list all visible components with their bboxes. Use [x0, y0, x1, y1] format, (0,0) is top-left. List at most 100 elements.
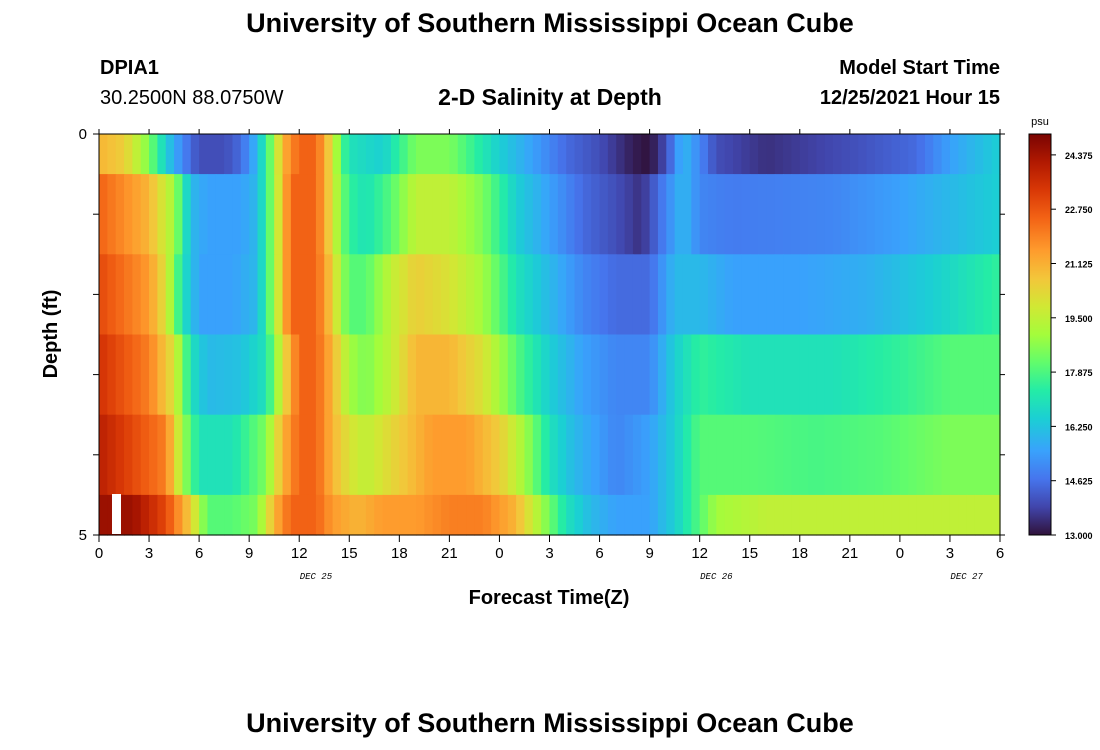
- heatmap-cell: [199, 174, 209, 255]
- x-tick-label: 21: [441, 545, 458, 562]
- heatmap-cell: [924, 334, 934, 416]
- heatmap-cell: [165, 254, 175, 336]
- heatmap-cell: [265, 254, 275, 336]
- heatmap-cell: [591, 494, 601, 536]
- heatmap-cell: [199, 134, 209, 175]
- heatmap-cell: [949, 254, 959, 336]
- heatmap-cell: [874, 414, 884, 496]
- heatmap-cell: [974, 134, 984, 175]
- heatmap-cell: [240, 134, 250, 175]
- heatmap-cell: [799, 134, 809, 175]
- heatmap-cell: [407, 254, 417, 336]
- heatmap-cell: [983, 174, 993, 255]
- heatmap-cell: [682, 414, 692, 496]
- heatmap-cell: [199, 334, 209, 416]
- heatmap-cell: [215, 334, 225, 416]
- heatmap-cell: [783, 334, 793, 416]
- heatmap-cell: [599, 494, 609, 536]
- y-tick-label: 5: [79, 527, 87, 544]
- heatmap-cell: [299, 414, 309, 496]
- heatmap-cell: [265, 174, 275, 255]
- heatmap-cell: [674, 494, 684, 536]
- heatmap-cell: [474, 174, 484, 255]
- heatmap-cell: [165, 134, 175, 175]
- heatmap-cell: [466, 174, 476, 255]
- heatmap-cell: [349, 414, 359, 496]
- heatmap-cell: [649, 414, 659, 496]
- heatmap-cell: [299, 134, 309, 175]
- heatmap-cell: [607, 334, 617, 416]
- heatmap-cell: [441, 254, 450, 336]
- heatmap-cell: [591, 414, 601, 496]
- heatmap-cell: [182, 334, 192, 416]
- heatmap-cell: [557, 414, 567, 496]
- heatmap-cell: [899, 134, 909, 175]
- heatmap-cell: [240, 494, 250, 536]
- heatmap-cell: [274, 254, 284, 336]
- heatmap-cell: [632, 134, 642, 175]
- x-tick-label: 12: [691, 545, 708, 562]
- heatmap-cell: [232, 134, 242, 175]
- heatmap-cell: [616, 334, 626, 416]
- heatmap-cell: [207, 494, 217, 536]
- heatmap-cell: [265, 494, 275, 536]
- x-tick-label: 3: [145, 545, 153, 562]
- heatmap-cell: [924, 134, 934, 175]
- heatmap-cell: [357, 414, 367, 496]
- heatmap-cell: [324, 334, 334, 416]
- heatmap-cell: [783, 174, 793, 255]
- heatmap-cell: [182, 134, 192, 175]
- heatmap-cell: [399, 254, 409, 336]
- heatmap-cell: [974, 494, 984, 536]
- heatmap-cell: [908, 254, 918, 336]
- heatmap-cell: [332, 254, 342, 336]
- colorbar-label: 14.625: [1065, 477, 1093, 487]
- heatmap-cell: [374, 254, 384, 336]
- heatmap-cell: [607, 494, 617, 536]
- heatmap-cell: [424, 494, 434, 536]
- heatmap-cell: [207, 134, 217, 175]
- heatmap-cell: [566, 174, 576, 255]
- heatmap-cell: [749, 134, 759, 175]
- heatmap-cell: [966, 334, 976, 416]
- heatmap-cell: [733, 334, 742, 416]
- heatmap-cell: [566, 494, 576, 536]
- colorbar-unit: psu: [1031, 116, 1049, 128]
- heatmap-cell: [499, 414, 509, 496]
- heatmap-cell: [149, 414, 158, 496]
- heatmap-cell: [799, 414, 809, 496]
- heatmap-cell: [574, 494, 584, 536]
- heatmap-cell: [791, 254, 801, 336]
- heatmap-cell: [808, 134, 818, 175]
- heatmap-cell: [424, 134, 434, 175]
- heatmap-cell: [466, 494, 476, 536]
- heatmap-cell: [224, 254, 234, 336]
- heatmap-cell: [716, 254, 726, 336]
- heatmap-cell: [991, 134, 1001, 175]
- heatmap-cell: [432, 174, 442, 255]
- heatmap-cell: [382, 174, 392, 255]
- heatmap-cell: [524, 494, 534, 536]
- heatmap-cell: [908, 494, 918, 536]
- heatmap-cell: [240, 414, 250, 496]
- heatmap-cell: [691, 334, 701, 416]
- heatmap-cell: [157, 254, 167, 336]
- heatmap-cell: [557, 174, 567, 255]
- heatmap-cell: [766, 334, 776, 416]
- heatmap-cell: [124, 334, 133, 416]
- heatmap-cell: [624, 494, 634, 536]
- heatmap-cell: [824, 414, 834, 496]
- heatmap-cell: [991, 494, 1001, 536]
- heatmap-cell: [390, 254, 400, 336]
- heatmap-cell: [874, 254, 884, 336]
- heatmap-cell: [507, 254, 517, 336]
- heatmap-cell: [974, 414, 984, 496]
- heatmap-cell: [741, 414, 751, 496]
- heatmap-cell: [315, 494, 325, 536]
- heatmap-cell: [974, 174, 984, 255]
- heatmap-cell: [499, 134, 509, 175]
- heatmap-cell: [966, 174, 976, 255]
- heatmap-cell: [399, 174, 409, 255]
- heatmap-cell: [399, 334, 409, 416]
- heatmap-cell: [708, 174, 717, 255]
